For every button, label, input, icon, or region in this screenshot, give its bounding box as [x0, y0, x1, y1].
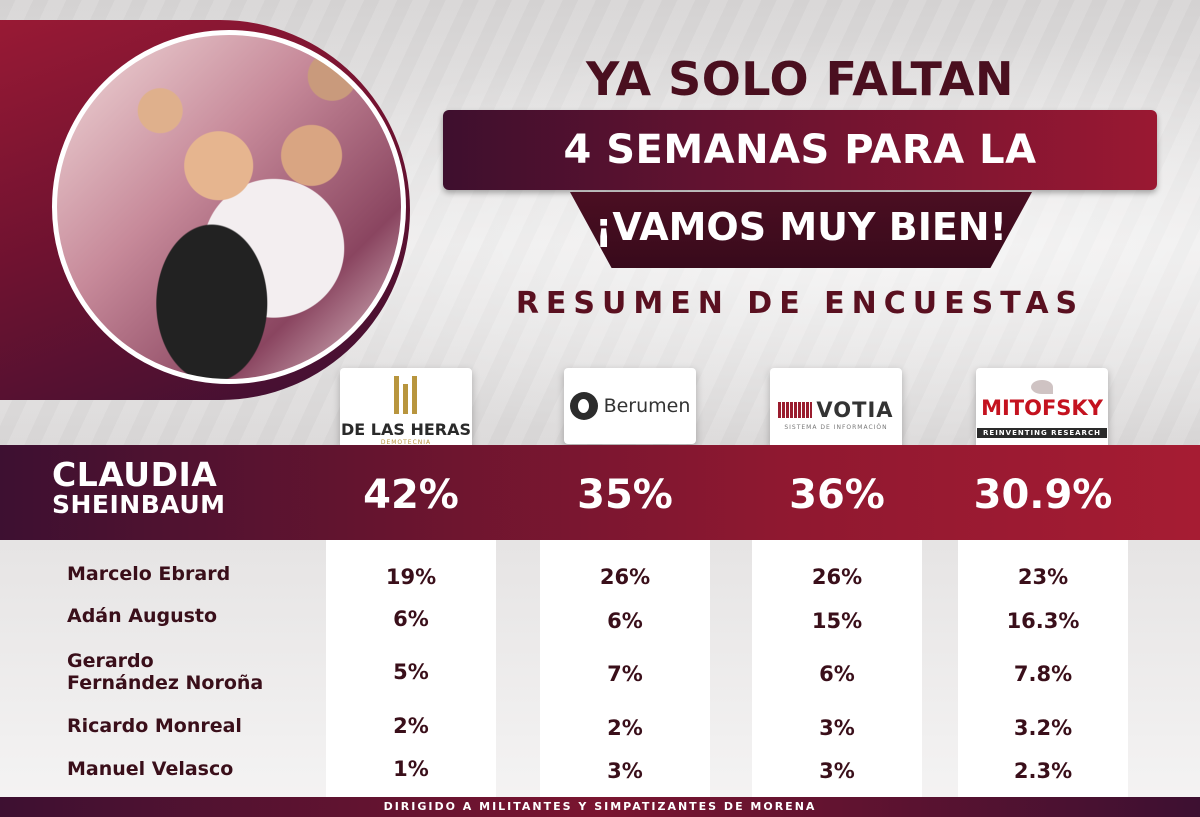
pollster-logo-berumen: Berumen [564, 368, 696, 444]
pollster-name: MITOFSKY [981, 396, 1103, 420]
table-column-mitofsky [958, 540, 1128, 798]
table-column-votia [752, 540, 922, 798]
table-cell: 6% [607, 609, 643, 633]
leader-name: CLAUDIA SHEINBAUM [52, 455, 272, 520]
table-cell: 3% [607, 759, 643, 783]
table-cell: 2% [393, 714, 429, 738]
headline-banner: 4 SEMANAS PARA LA ENCUESTA [443, 110, 1157, 253]
pollster-logo-de-las-heras: DE LAS HERAS DEMOTECNIA [340, 368, 472, 452]
leader-value-mitofsky: 30.9% [973, 472, 1113, 518]
candidate-name: Adán Augusto [67, 605, 218, 627]
votia-flag-icon [778, 402, 813, 418]
section-title: RESUMEN DE ENCUESTAS [515, 286, 1085, 321]
table-cell: 19% [385, 565, 437, 589]
candidate-name: Ricardo Monreal [67, 715, 242, 737]
pollster-subtitle: SISTEMA DE INFORMACIÓN [784, 424, 888, 431]
headline-line1: YA SOLO FALTAN [586, 52, 1014, 106]
candidate-name: Marcelo Ebrard [67, 563, 231, 585]
table-cell: 3% [819, 759, 855, 783]
table-cell: 6% [819, 662, 855, 686]
heras-column-icon [391, 376, 421, 414]
mitofsky-bird-icon [1031, 380, 1053, 394]
table-cell: 15% [811, 609, 863, 633]
table-column-de-las-heras [326, 540, 496, 798]
table-cell: 16.3% [1006, 609, 1080, 633]
table-cell: 6% [393, 607, 429, 631]
pollster-subtitle: REINVENTING RESEARCH [977, 428, 1107, 438]
table-cell: 5% [393, 660, 429, 684]
table-cell: 23% [1017, 565, 1069, 589]
table-cell: 26% [811, 565, 863, 589]
table-cell: 7% [607, 662, 643, 686]
slogan-plate [570, 192, 1032, 268]
table-cell: 2% [607, 716, 643, 740]
pollster-name: Berumen [603, 395, 691, 417]
table-cell: 1% [393, 757, 429, 781]
candidate-photo [52, 30, 406, 384]
table-cell: 2.3% [1013, 759, 1073, 783]
table-column-berumen [540, 540, 710, 798]
candidate-name: Gerardo Fernández Noroña [67, 650, 264, 694]
pollster-logo-votia: VOTIA SISTEMA DE INFORMACIÓN [770, 368, 902, 452]
leader-name-line2: SHEINBAUM [52, 490, 226, 519]
pollster-subtitle: DEMOTECNIA [380, 439, 432, 446]
berumen-b-icon [569, 392, 598, 420]
table-cell: 26% [599, 565, 651, 589]
leader-value-votia: 36% [789, 472, 885, 518]
leader-name-line1: CLAUDIA [52, 455, 218, 494]
table-cell: 7.8% [1013, 662, 1073, 686]
candidate-name: Manuel Velasco [67, 758, 234, 780]
pollster-name: DE LAS HERAS [341, 420, 471, 439]
leader-band [0, 445, 1200, 540]
leader-value-berumen: 35% [577, 472, 673, 518]
pollster-logo-mitofsky: MITOFSKY REINVENTING RESEARCH [976, 368, 1108, 452]
slogan-text: ¡VAMOS MUY BIEN! [595, 205, 1007, 249]
leader-value-de-las-heras: 42% [363, 472, 459, 518]
pollster-name: VOTIA [816, 398, 894, 422]
footer-disclaimer: DIRIGIDO A MILITANTES Y SIMPATIZANTES DE… [0, 797, 1200, 817]
table-cell: 3% [819, 716, 855, 740]
table-cell: 3.2% [1013, 716, 1073, 740]
